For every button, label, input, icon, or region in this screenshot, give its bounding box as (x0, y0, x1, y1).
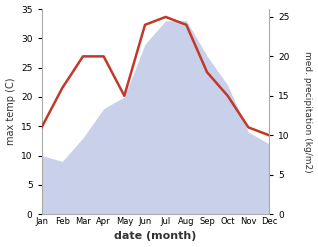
Y-axis label: med. precipitation (kg/m2): med. precipitation (kg/m2) (303, 51, 313, 172)
X-axis label: date (month): date (month) (114, 231, 197, 242)
Y-axis label: max temp (C): max temp (C) (5, 78, 16, 145)
